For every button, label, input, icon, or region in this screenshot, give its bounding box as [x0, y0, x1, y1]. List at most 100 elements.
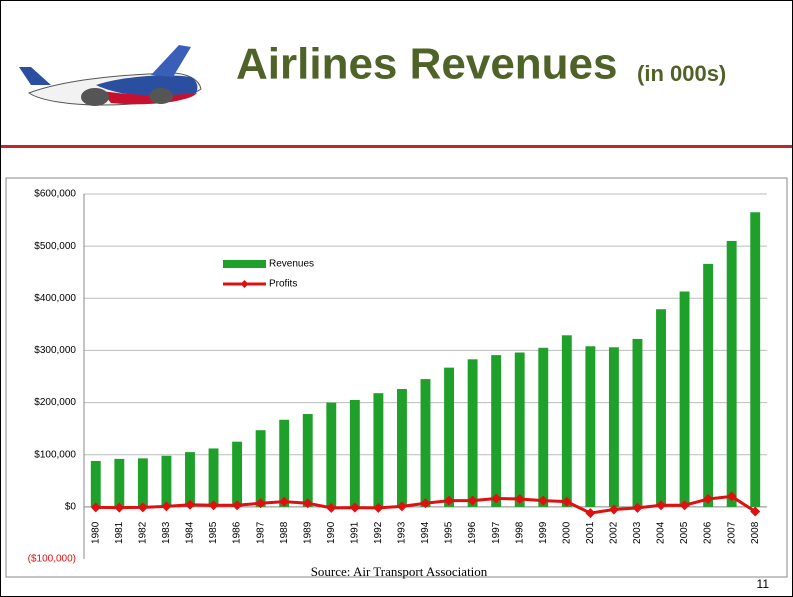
x-tick-label: 1993	[397, 521, 408, 544]
marker	[161, 501, 172, 512]
bar	[750, 212, 761, 507]
x-tick-label: 1986	[232, 521, 243, 544]
x-tick-label: 2005	[679, 521, 690, 544]
x-tick-label: 1984	[185, 521, 196, 544]
bar	[703, 263, 714, 507]
bar	[279, 419, 290, 507]
title-note: (in 000s)	[637, 61, 726, 86]
y-tick-label: $600,000	[34, 189, 76, 200]
marker	[326, 502, 337, 513]
y-tick-label: $0	[65, 501, 77, 512]
marker	[491, 493, 502, 504]
x-tick-label: 2004	[656, 521, 667, 544]
marker	[114, 502, 125, 513]
x-tick-label: 1985	[208, 521, 219, 544]
bar	[491, 355, 502, 507]
marker	[90, 502, 101, 513]
airplane-image	[19, 45, 202, 106]
marker	[538, 495, 549, 506]
bar	[373, 393, 384, 507]
x-tick-label: 1995	[444, 521, 455, 544]
y-tick-label: $200,000	[34, 397, 76, 408]
marker	[679, 500, 690, 511]
marker	[585, 508, 596, 519]
bar	[726, 240, 737, 507]
bar	[632, 338, 643, 507]
bar	[608, 347, 619, 507]
x-tick-label: 1991	[349, 521, 360, 544]
marker	[279, 496, 290, 507]
bar	[90, 460, 101, 507]
legend-swatch	[223, 260, 266, 268]
marker	[750, 506, 761, 517]
bar	[397, 389, 407, 507]
x-tick-label: 1981	[114, 521, 125, 544]
slide-title: Airlines Revenues	[236, 40, 618, 89]
marker	[632, 502, 643, 513]
marker	[703, 494, 714, 505]
legend-label: Profits	[269, 279, 297, 290]
x-tick-label: 1988	[279, 521, 290, 544]
marker	[349, 502, 360, 513]
y-tick-label: ($100,000)	[28, 554, 76, 565]
x-tick-label: 2003	[632, 521, 643, 544]
marker	[396, 501, 407, 512]
marker	[232, 500, 243, 511]
marker	[726, 491, 737, 502]
x-tick-label: 1989	[302, 521, 313, 544]
x-tick-label: 1980	[90, 521, 101, 544]
source: Source: Air Transport Association	[311, 564, 488, 579]
x-tick-label: 2000	[561, 521, 572, 544]
chart-frame	[5, 177, 788, 578]
bar	[656, 309, 666, 507]
bar	[679, 291, 690, 507]
legend-marker	[240, 280, 249, 288]
bar	[255, 430, 266, 507]
y-tick-label: $500,000	[34, 241, 76, 252]
marker	[137, 502, 148, 513]
x-tick-label: 2006	[703, 521, 714, 544]
bar	[444, 367, 454, 507]
x-tick-label: 2001	[585, 521, 596, 544]
x-tick-label: 1994	[420, 521, 431, 544]
legend-label: Revenues	[269, 259, 314, 270]
bar	[302, 414, 313, 507]
x-tick-label: 1998	[514, 521, 525, 544]
marker	[208, 500, 219, 511]
marker	[656, 500, 667, 511]
bar	[538, 347, 549, 507]
bar	[185, 452, 195, 507]
x-tick-label: 2002	[609, 521, 620, 544]
bar	[232, 441, 243, 507]
x-tick-label: 1992	[373, 521, 384, 544]
bar	[420, 379, 431, 507]
y-tick-label: $100,000	[34, 449, 76, 460]
x-tick-label: 2007	[726, 521, 737, 544]
page-number: 11	[757, 577, 770, 591]
bar	[585, 346, 596, 507]
x-tick-label: 1997	[491, 521, 502, 544]
divider	[1, 145, 792, 148]
marker	[467, 495, 478, 506]
x-tick-label: 1990	[326, 521, 337, 544]
marker	[561, 496, 572, 507]
bar	[137, 458, 148, 507]
y-tick-label: $400,000	[34, 293, 76, 304]
marker	[608, 504, 619, 515]
bar	[349, 399, 360, 507]
x-tick-label: 1987	[255, 521, 266, 544]
marker	[514, 494, 525, 505]
bar	[161, 455, 172, 507]
bar	[114, 458, 125, 507]
x-tick-label: 2008	[750, 521, 761, 544]
x-tick-label: 1999	[538, 521, 549, 544]
bar	[467, 359, 478, 507]
marker	[373, 502, 384, 513]
marker	[444, 495, 455, 506]
bar	[208, 448, 219, 507]
x-tick-label: 1983	[161, 521, 172, 544]
marker	[184, 499, 195, 510]
bar	[326, 402, 337, 507]
